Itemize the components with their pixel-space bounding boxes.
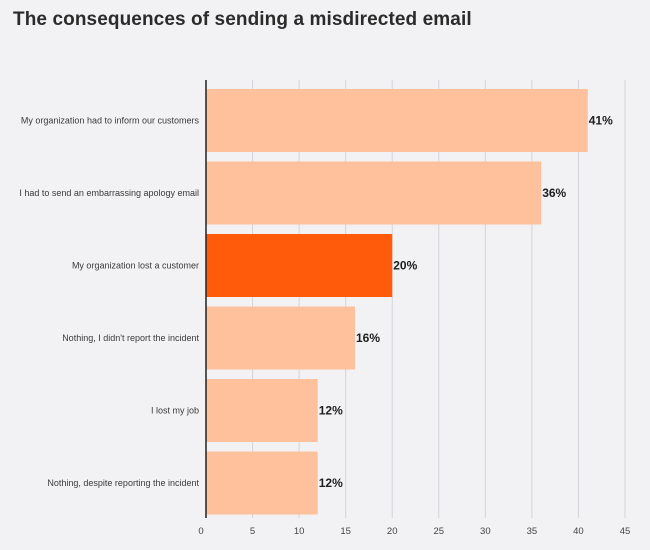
x-tick-label: 5 <box>250 526 255 537</box>
x-tick-label: 0 <box>198 526 203 537</box>
x-tick-label: 40 <box>573 526 584 537</box>
data-label: 36% <box>542 186 566 200</box>
bar <box>206 89 588 152</box>
x-tick-label: 20 <box>387 526 398 537</box>
x-tick-label: 10 <box>294 526 305 537</box>
category-label: My organization had to inform our custom… <box>21 116 200 126</box>
x-tick-label: 30 <box>480 526 491 537</box>
x-tick-label: 45 <box>620 526 631 537</box>
bar <box>206 306 355 370</box>
bar <box>206 451 318 515</box>
category-label: My organization lost a customer <box>72 261 199 271</box>
data-label: 12% <box>319 476 343 490</box>
x-axis-ticks: 0 5 10 15 20 25 30 35 40 45 <box>198 526 630 537</box>
bar <box>206 234 393 297</box>
data-label: 41% <box>589 114 613 128</box>
category-label: Nothing, I didn't report the incident <box>62 333 199 343</box>
category-label: I lost my job <box>151 406 199 416</box>
data-label: 20% <box>393 259 417 273</box>
x-tick-label: 35 <box>527 526 538 537</box>
data-label: 16% <box>356 331 380 345</box>
value-labels: 41% 36% 20% 16% 12% 12% <box>319 114 613 491</box>
x-tick-label: 25 <box>433 526 444 537</box>
category-label: Nothing, despite reporting the incident <box>47 478 199 488</box>
bar <box>206 161 542 225</box>
bar <box>206 379 318 442</box>
category-label: I had to send an embarrassing apology em… <box>19 188 199 198</box>
category-labels: My organization had to inform our custom… <box>19 116 199 489</box>
gridlines <box>252 80 626 518</box>
chart-title: The consequences of sending a misdirecte… <box>13 9 472 30</box>
x-tick-label: 15 <box>340 526 351 537</box>
bars <box>206 89 588 515</box>
data-label: 12% <box>319 404 343 418</box>
